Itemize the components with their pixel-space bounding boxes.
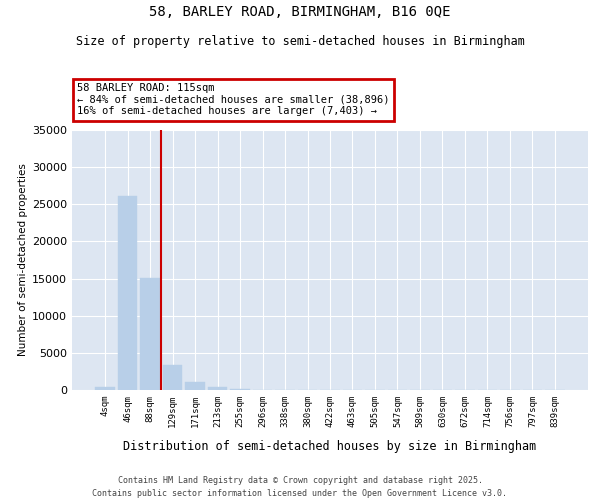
Bar — [230, 389, 250, 390]
Bar — [185, 382, 205, 390]
Bar — [118, 196, 137, 390]
Bar — [163, 366, 182, 390]
Bar — [208, 387, 227, 390]
Bar — [95, 387, 115, 390]
Y-axis label: Number of semi-detached properties: Number of semi-detached properties — [18, 164, 28, 356]
Text: Size of property relative to semi-detached houses in Birmingham: Size of property relative to semi-detach… — [76, 35, 524, 48]
Text: 58, BARLEY ROAD, BIRMINGHAM, B16 0QE: 58, BARLEY ROAD, BIRMINGHAM, B16 0QE — [149, 5, 451, 19]
Text: 58 BARLEY ROAD: 115sqm
← 84% of semi-detached houses are smaller (38,896)
16% of: 58 BARLEY ROAD: 115sqm ← 84% of semi-det… — [77, 83, 389, 116]
Bar — [140, 278, 160, 390]
Text: Contains public sector information licensed under the Open Government Licence v3: Contains public sector information licen… — [92, 488, 508, 498]
Text: Distribution of semi-detached houses by size in Birmingham: Distribution of semi-detached houses by … — [124, 440, 536, 453]
Text: Contains HM Land Registry data © Crown copyright and database right 2025.: Contains HM Land Registry data © Crown c… — [118, 476, 482, 485]
